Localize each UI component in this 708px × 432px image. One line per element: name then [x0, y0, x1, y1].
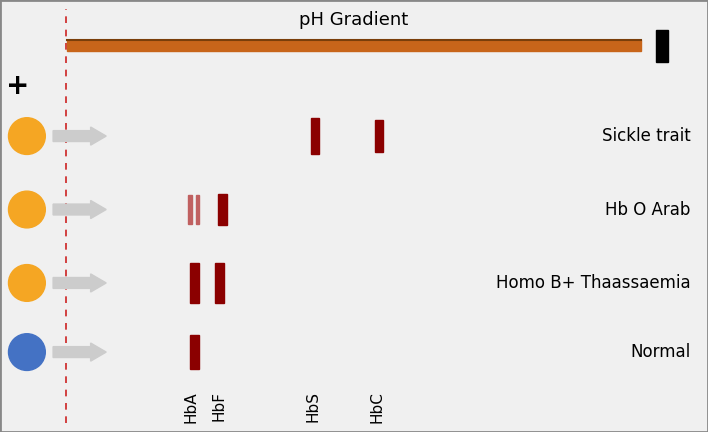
FancyArrow shape: [53, 343, 106, 361]
Bar: [218, 194, 227, 225]
Ellipse shape: [8, 334, 45, 371]
Bar: [215, 263, 224, 303]
Text: Normal: Normal: [630, 343, 690, 361]
Bar: [375, 120, 383, 152]
Ellipse shape: [8, 118, 45, 155]
Bar: [312, 118, 319, 154]
FancyArrow shape: [53, 200, 106, 219]
Bar: [67, 40, 641, 51]
Text: HbS: HbS: [305, 391, 321, 422]
Bar: [195, 195, 200, 224]
Text: Homo B+ Thaassaemia: Homo B+ Thaassaemia: [496, 274, 690, 292]
Text: HbC: HbC: [369, 391, 384, 423]
Ellipse shape: [8, 191, 45, 228]
Text: HbF: HbF: [212, 391, 227, 421]
FancyArrow shape: [53, 274, 106, 292]
Bar: [190, 263, 199, 303]
Bar: [188, 195, 191, 224]
Bar: [656, 30, 668, 62]
Text: +: +: [6, 73, 30, 100]
Text: Hb O Arab: Hb O Arab: [605, 200, 690, 219]
Ellipse shape: [8, 264, 45, 302]
Text: HbA: HbA: [183, 391, 199, 422]
FancyArrow shape: [53, 127, 106, 145]
Bar: [190, 335, 199, 369]
Text: pH Gradient: pH Gradient: [299, 11, 409, 29]
Text: Sickle trait: Sickle trait: [602, 127, 690, 145]
